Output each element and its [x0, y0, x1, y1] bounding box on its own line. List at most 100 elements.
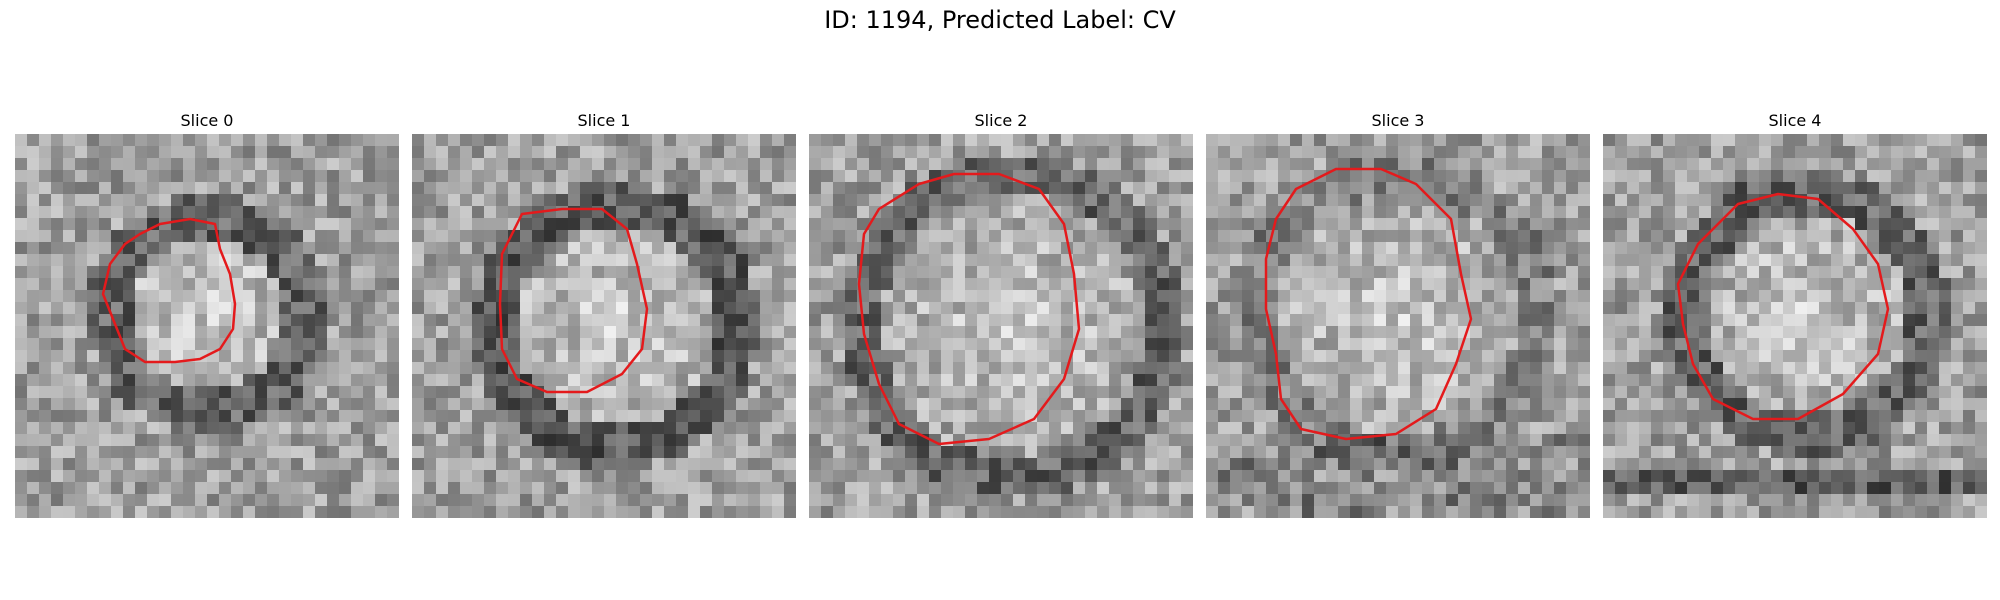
image-pixel: [1446, 338, 1458, 350]
image-pixel: [1903, 206, 1915, 218]
image-pixel: [1482, 266, 1494, 278]
image-pixel: [1157, 446, 1169, 458]
image-pixel: [760, 314, 772, 326]
image-pixel: [1639, 314, 1651, 326]
image-pixel: [1663, 254, 1675, 266]
image-pixel: [1097, 314, 1109, 326]
image-pixel: [616, 494, 628, 506]
image-pixel: [893, 290, 905, 302]
image-pixel: [412, 170, 424, 182]
image-pixel: [592, 254, 604, 266]
image-pixel: [1434, 194, 1446, 206]
image-pixel: [243, 170, 255, 182]
image-pixel: [1482, 314, 1494, 326]
image-pixel: [1482, 170, 1494, 182]
image-pixel: [833, 362, 845, 374]
image-pixel: [171, 266, 183, 278]
image-pixel: [1049, 362, 1061, 374]
image-pixel: [87, 302, 99, 314]
image-pixel: [1639, 158, 1651, 170]
image-pixel: [1747, 458, 1759, 470]
image-pixel: [760, 446, 772, 458]
image-pixel: [917, 494, 929, 506]
image-pixel: [953, 314, 965, 326]
image-pixel: [472, 482, 484, 494]
image-pixel: [1711, 374, 1723, 386]
image-pixel: [905, 398, 917, 410]
image-pixel: [255, 386, 267, 398]
image-pixel: [63, 422, 75, 434]
image-pixel: [556, 314, 568, 326]
image-pixel: [387, 374, 399, 386]
image-pixel: [99, 506, 111, 518]
image-pixel: [183, 386, 195, 398]
image-pixel: [496, 242, 508, 254]
image-pixel: [917, 458, 929, 470]
image-pixel: [616, 482, 628, 494]
image-pixel: [821, 290, 833, 302]
image-pixel: [736, 134, 748, 146]
image-pixel: [1903, 254, 1915, 266]
image-pixel: [363, 134, 375, 146]
image-pixel: [412, 290, 424, 302]
image-pixel: [51, 494, 63, 506]
image-pixel: [977, 410, 989, 422]
image-pixel: [1675, 338, 1687, 350]
image-pixel: [327, 422, 339, 434]
image-pixel: [1867, 446, 1879, 458]
image-pixel: [1181, 182, 1193, 194]
image-pixel: [1230, 422, 1242, 434]
image-pixel: [1073, 362, 1085, 374]
image-pixel: [1410, 434, 1422, 446]
image-pixel: [1554, 410, 1566, 422]
image-pixel: [592, 398, 604, 410]
image-pixel: [1398, 338, 1410, 350]
image-pixel: [1506, 326, 1518, 338]
image-pixel: [881, 434, 893, 446]
image-pixel: [1145, 398, 1157, 410]
image-pixel: [111, 470, 123, 482]
image-pixel: [472, 206, 484, 218]
image-pixel: [532, 374, 544, 386]
image-pixel: [1326, 206, 1338, 218]
image-pixel: [1615, 278, 1627, 290]
image-pixel: [881, 182, 893, 194]
image-pixel: [1290, 266, 1302, 278]
image-pixel: [1783, 374, 1795, 386]
image-pixel: [135, 374, 147, 386]
image-pixel: [39, 350, 51, 362]
image-pixel: [63, 350, 75, 362]
image-pixel: [27, 290, 39, 302]
image-pixel: [1278, 218, 1290, 230]
image-pixel: [219, 134, 231, 146]
image-pixel: [15, 434, 27, 446]
image-pixel: [748, 254, 760, 266]
image-pixel: [748, 326, 760, 338]
image-pixel: [869, 134, 881, 146]
image-pixel: [893, 434, 905, 446]
image-pixel: [1181, 302, 1193, 314]
image-pixel: [736, 410, 748, 422]
image-pixel: [821, 398, 833, 410]
image-pixel: [39, 194, 51, 206]
image-pixel: [75, 506, 87, 518]
image-pixel: [303, 134, 315, 146]
image-pixel: [1145, 218, 1157, 230]
image-pixel: [1242, 170, 1254, 182]
image-pixel: [1181, 170, 1193, 182]
image-pixel: [243, 470, 255, 482]
image-pixel: [1169, 266, 1181, 278]
image-pixel: [1566, 458, 1578, 470]
image-pixel: [327, 458, 339, 470]
image-pixel: [1903, 146, 1915, 158]
image-pixel: [845, 302, 857, 314]
image-pixel: [1362, 206, 1374, 218]
image-pixel: [1831, 146, 1843, 158]
image-pixel: [123, 182, 135, 194]
image-pixel: [1819, 458, 1831, 470]
image-pixel: [484, 290, 496, 302]
image-pixel: [375, 482, 387, 494]
image-pixel: [1121, 218, 1133, 230]
image-pixel: [1001, 458, 1013, 470]
image-pixel: [784, 338, 796, 350]
